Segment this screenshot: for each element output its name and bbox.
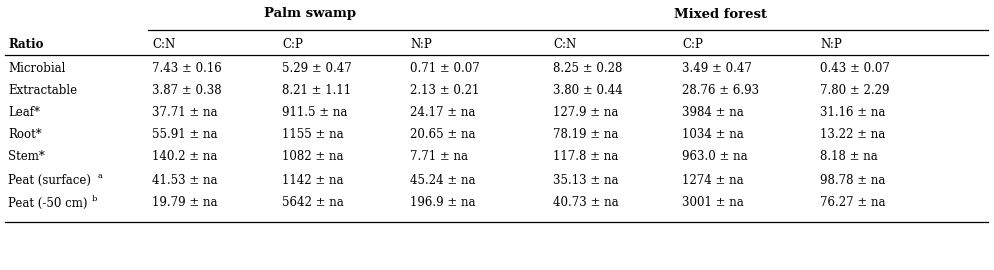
Text: 0.43 ± 0.07: 0.43 ± 0.07 <box>820 62 890 75</box>
Text: 3001 ± na: 3001 ± na <box>682 197 744 210</box>
Text: 2.13 ± 0.21: 2.13 ± 0.21 <box>410 83 479 96</box>
Text: b: b <box>92 195 97 203</box>
Text: 3.80 ± 0.44: 3.80 ± 0.44 <box>553 83 623 96</box>
Text: Extractable: Extractable <box>8 83 78 96</box>
Text: 31.16 ± na: 31.16 ± na <box>820 106 886 119</box>
Text: 1082 ± na: 1082 ± na <box>282 150 344 163</box>
Text: Palm swamp: Palm swamp <box>264 8 356 21</box>
Text: 24.17 ± na: 24.17 ± na <box>410 106 475 119</box>
Text: C:N: C:N <box>152 38 175 50</box>
Text: 76.27 ± na: 76.27 ± na <box>820 197 886 210</box>
Text: 117.8 ± na: 117.8 ± na <box>553 150 618 163</box>
Text: Peat (-50 cm): Peat (-50 cm) <box>8 197 87 210</box>
Text: a: a <box>98 172 102 180</box>
Text: Microbial: Microbial <box>8 62 66 75</box>
Text: 1155 ± na: 1155 ± na <box>282 127 344 140</box>
Text: 3.49 ± 0.47: 3.49 ± 0.47 <box>682 62 751 75</box>
Text: 1274 ± na: 1274 ± na <box>682 174 744 187</box>
Text: 911.5 ± na: 911.5 ± na <box>282 106 347 119</box>
Text: Root*: Root* <box>8 127 42 140</box>
Text: 41.53 ± na: 41.53 ± na <box>152 174 218 187</box>
Text: Mixed forest: Mixed forest <box>674 8 766 21</box>
Text: C:P: C:P <box>682 38 703 50</box>
Text: 28.76 ± 6.93: 28.76 ± 6.93 <box>682 83 759 96</box>
Text: Peat (surface): Peat (surface) <box>8 174 91 187</box>
Text: 98.78 ± na: 98.78 ± na <box>820 174 886 187</box>
Text: 196.9 ± na: 196.9 ± na <box>410 197 475 210</box>
Text: 1034 ± na: 1034 ± na <box>682 127 744 140</box>
Text: N:P: N:P <box>820 38 842 50</box>
Text: 8.25 ± 0.28: 8.25 ± 0.28 <box>553 62 622 75</box>
Text: 55.91 ± na: 55.91 ± na <box>152 127 218 140</box>
Text: 127.9 ± na: 127.9 ± na <box>553 106 618 119</box>
Text: 8.21 ± 1.11: 8.21 ± 1.11 <box>282 83 351 96</box>
Text: 3.87 ± 0.38: 3.87 ± 0.38 <box>152 83 222 96</box>
Text: 13.22 ± na: 13.22 ± na <box>820 127 886 140</box>
Text: 3984 ± na: 3984 ± na <box>682 106 744 119</box>
Text: 20.65 ± na: 20.65 ± na <box>410 127 475 140</box>
Text: C:N: C:N <box>553 38 577 50</box>
Text: 7.43 ± 0.16: 7.43 ± 0.16 <box>152 62 222 75</box>
Text: 8.18 ± na: 8.18 ± na <box>820 150 878 163</box>
Text: 19.79 ± na: 19.79 ± na <box>152 197 218 210</box>
Text: 78.19 ± na: 78.19 ± na <box>553 127 618 140</box>
Text: 5642 ± na: 5642 ± na <box>282 197 344 210</box>
Text: 45.24 ± na: 45.24 ± na <box>410 174 475 187</box>
Text: 35.13 ± na: 35.13 ± na <box>553 174 618 187</box>
Text: 140.2 ± na: 140.2 ± na <box>152 150 218 163</box>
Text: N:P: N:P <box>410 38 431 50</box>
Text: 0.71 ± 0.07: 0.71 ± 0.07 <box>410 62 480 75</box>
Text: 37.71 ± na: 37.71 ± na <box>152 106 218 119</box>
Text: Stem*: Stem* <box>8 150 45 163</box>
Text: 7.80 ± 2.29: 7.80 ± 2.29 <box>820 83 890 96</box>
Text: C:P: C:P <box>282 38 303 50</box>
Text: Leaf*: Leaf* <box>8 106 40 119</box>
Text: 7.71 ± na: 7.71 ± na <box>410 150 468 163</box>
Text: 5.29 ± 0.47: 5.29 ± 0.47 <box>282 62 352 75</box>
Text: 1142 ± na: 1142 ± na <box>282 174 344 187</box>
Text: Ratio: Ratio <box>8 38 44 50</box>
Text: 40.73 ± na: 40.73 ± na <box>553 197 618 210</box>
Text: 963.0 ± na: 963.0 ± na <box>682 150 747 163</box>
